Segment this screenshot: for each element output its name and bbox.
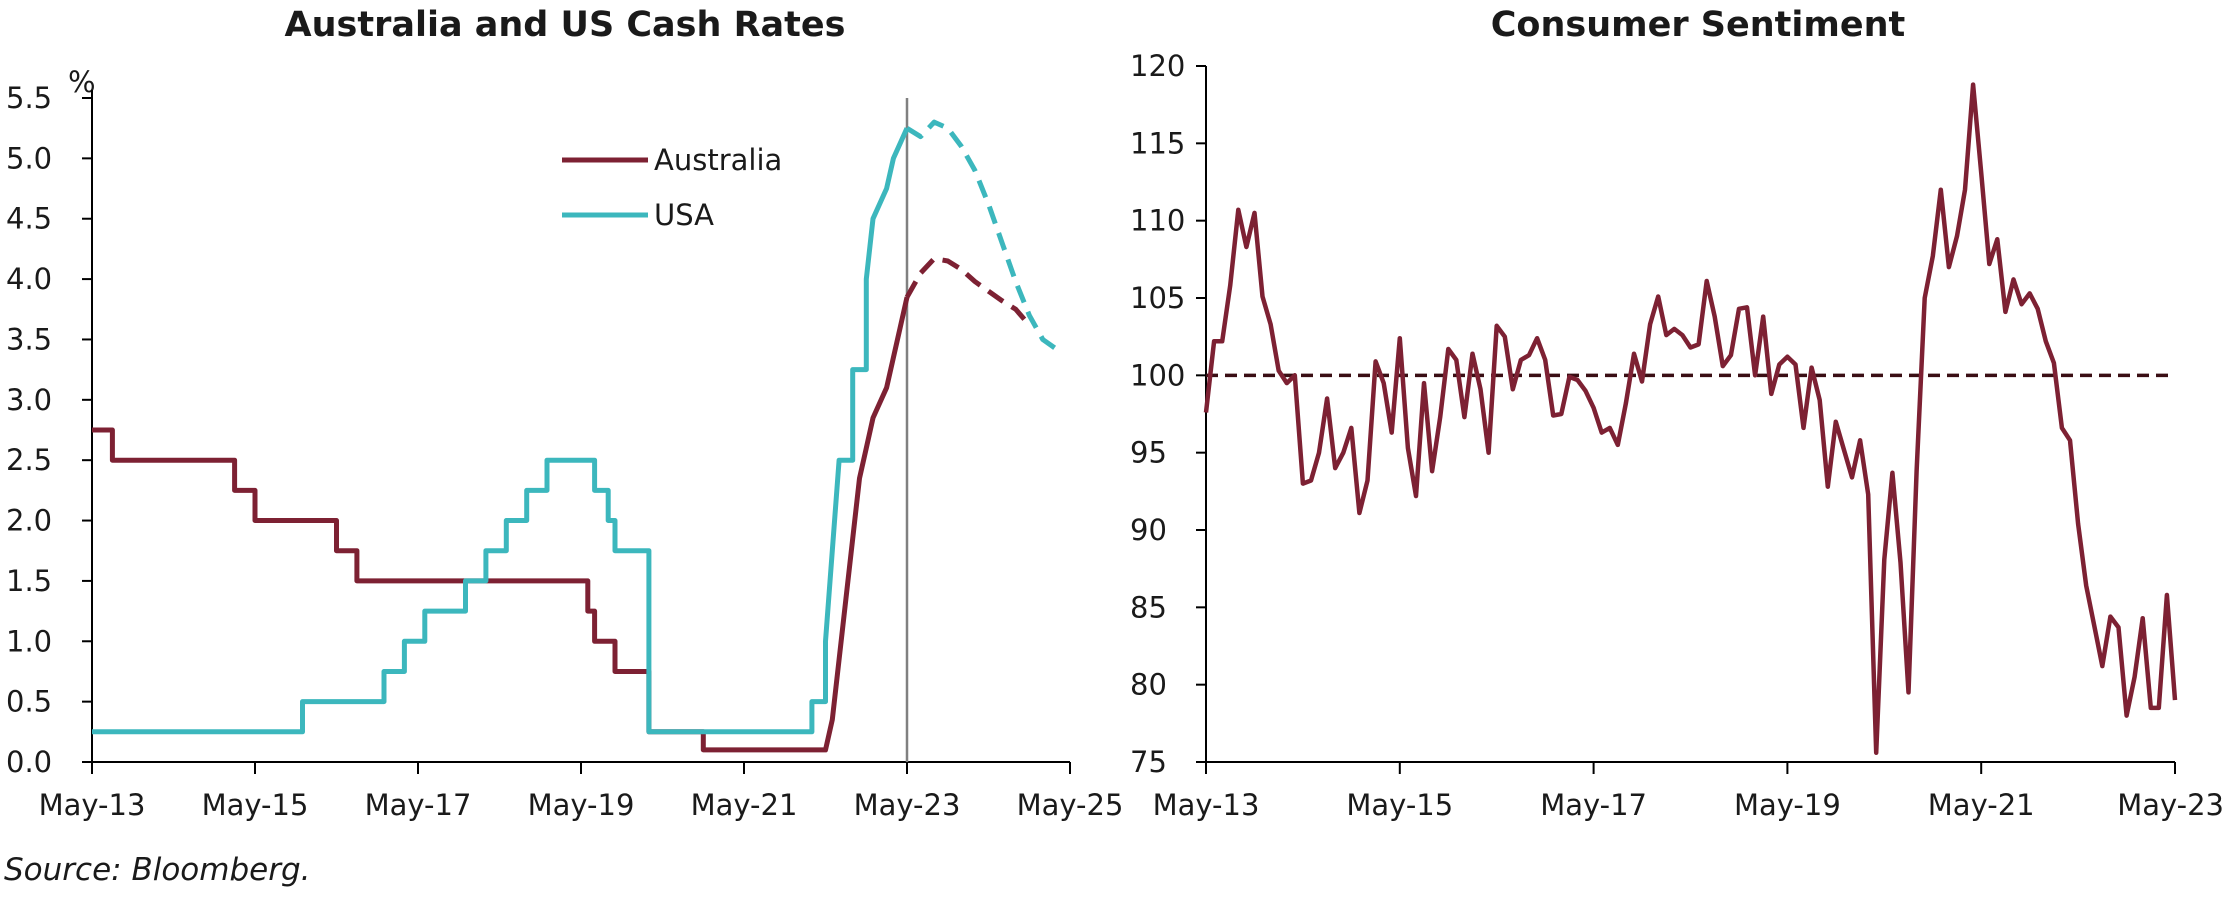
sentiment-x-tick-label: May-23 [2117, 788, 2224, 822]
cash-rates-y-tick-label: 1.5 [6, 564, 52, 598]
sentiment-y-tick-label: 105 [1130, 281, 1185, 315]
cash-rates-x-tick-label: May-21 [691, 788, 798, 822]
cash-rates-x-tick-label: May-19 [528, 788, 635, 822]
consumer-sentiment-title: Consumer Sentiment [1491, 5, 1906, 45]
cash-rates-y-tick-label: 0.0 [6, 745, 52, 779]
sentiment-y-tick-label: 115 [1130, 126, 1185, 160]
sentiment-x-tick-label: May-15 [1346, 788, 1453, 822]
cash-rates-x-tick-label: May-17 [365, 788, 472, 822]
consumer-sentiment-line [1203, 82, 2178, 755]
usa-rate-line [92, 127, 910, 735]
usa-forecast-line [905, 119, 1064, 352]
cash-rates-y-tick-label: 0.5 [6, 685, 52, 719]
cash-rates-y-tick-label: 1.0 [6, 624, 52, 658]
cash-rates-x-tick-label: May-23 [854, 788, 961, 822]
sentiment-x-tick-label: May-13 [1153, 788, 1260, 822]
cash-rates-x-tick-label: May-25 [1017, 788, 1124, 822]
cash-rates-y-tick-label: 4.5 [6, 202, 52, 236]
sentiment-x-tick-label: May-21 [1928, 788, 2035, 822]
cash-rates-y-tick-label: 5.0 [6, 141, 52, 175]
sentiment-y-tick-label: 110 [1130, 204, 1185, 238]
cash-rates-y-tick-label: 2.0 [6, 504, 52, 538]
sentiment-y-tick-label: 95 [1130, 436, 1167, 470]
legend-label-australia: Australia [654, 143, 782, 177]
sentiment-y-tick-label: 120 [1130, 49, 1185, 83]
sentiment-y-tick-label: 80 [1130, 668, 1167, 702]
sentiment-y-tick-label: 85 [1130, 590, 1167, 624]
sentiment-y-tick-label: 75 [1130, 745, 1167, 779]
cash-rates-y-tick-label: 5.5 [6, 81, 52, 115]
cash-rates-y-tick-label: 4.0 [6, 262, 52, 296]
cash-rates-y-tick-label: 3.5 [6, 322, 52, 356]
cash-rates-title: Australia and US Cash Rates [285, 5, 846, 45]
consumer-sentiment-chart: Consumer Sentiment 75 80 85 90 95 100 105 110 11… [1130, 5, 2224, 822]
sentiment-y-tick-label: 100 [1130, 358, 1185, 392]
sentiment-x-tick-label: May-19 [1734, 788, 1841, 822]
source-note: Source: Bloomberg. [4, 852, 311, 888]
australia-forecast-line [904, 256, 1032, 327]
cash-rates-chart: Australia and US Cash Rates % Australia … [6, 5, 1123, 822]
cash-rates-x-tick-label: May-15 [202, 788, 309, 822]
legend-label-usa: USA [654, 198, 714, 232]
cash-rates-legend: Australia USA [562, 143, 782, 232]
cash-rates-y-unit: % [68, 65, 96, 99]
sentiment-y-tick-label: 90 [1130, 513, 1167, 547]
cash-rates-y-tick-label: 2.5 [6, 443, 52, 477]
cash-rates-x-tick-label: May-13 [39, 788, 146, 822]
sentiment-x-tick-label: May-17 [1540, 788, 1647, 822]
australia-rate-line [92, 296, 910, 753]
cash-rates-y-tick-label: 3.0 [6, 383, 52, 417]
